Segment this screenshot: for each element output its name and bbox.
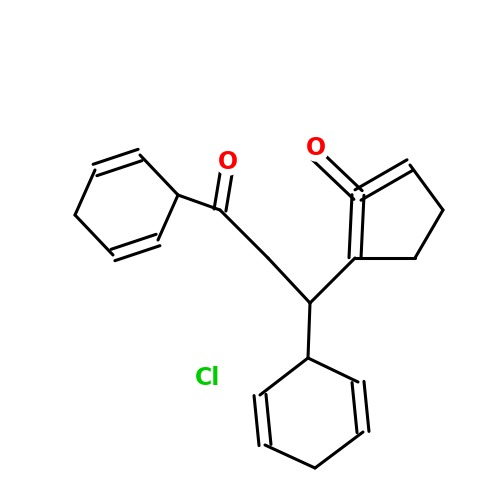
Text: Cl: Cl [196,366,220,390]
Text: O: O [218,150,238,174]
Text: O: O [306,136,326,160]
